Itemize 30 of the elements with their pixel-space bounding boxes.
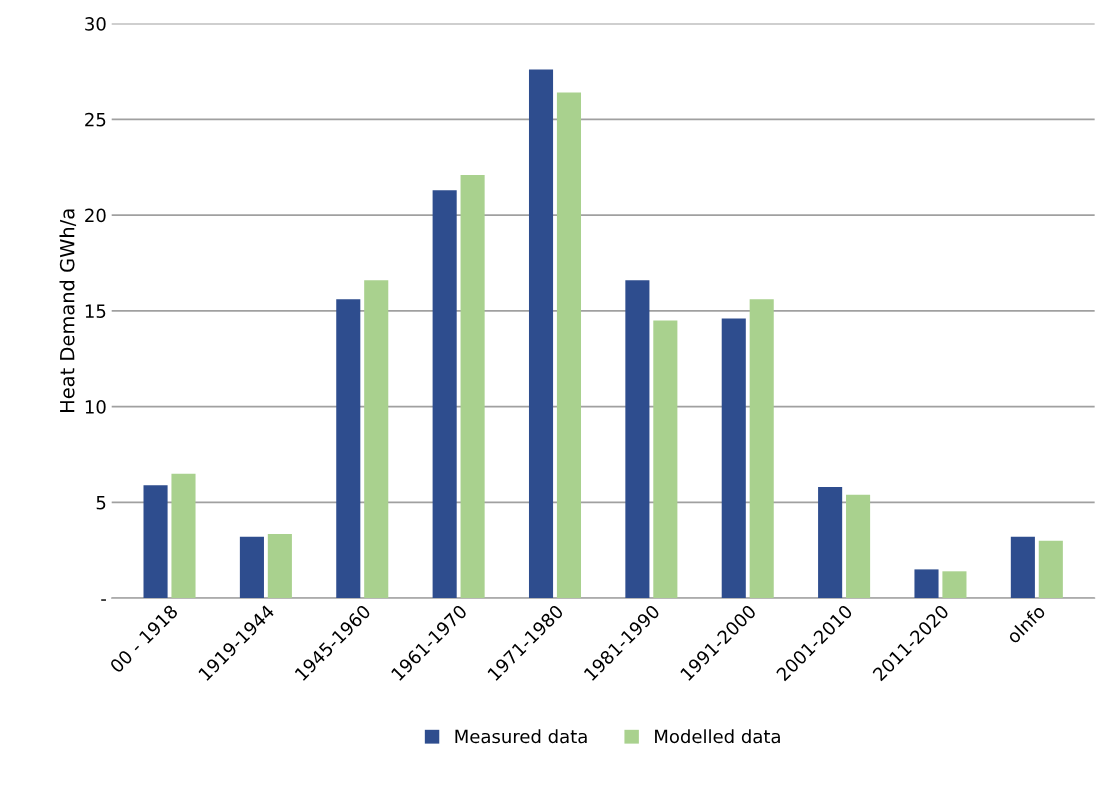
bar xyxy=(143,485,168,599)
bar xyxy=(1038,540,1063,599)
y-tick-label: 25 xyxy=(85,112,106,127)
bar xyxy=(749,299,774,599)
bar xyxy=(336,299,361,599)
y-tick-label: 15 xyxy=(85,304,106,318)
y-axis-title: Heat Demand GWh/a xyxy=(59,209,77,412)
bar xyxy=(721,318,746,599)
bar xyxy=(239,536,264,599)
bar xyxy=(653,320,678,599)
bar xyxy=(432,190,457,599)
y-tick-label: - xyxy=(101,599,106,601)
legend-label: Modelled data xyxy=(655,729,780,744)
y-tick-label: 5 xyxy=(96,496,106,510)
bar xyxy=(846,494,871,599)
bar xyxy=(364,280,389,599)
y-tick-label: 10 xyxy=(85,400,106,414)
bar xyxy=(625,280,650,599)
bar xyxy=(460,174,485,599)
bar xyxy=(1010,536,1035,599)
bar xyxy=(818,487,843,599)
bar xyxy=(267,533,292,599)
bar xyxy=(171,473,196,599)
bar xyxy=(942,571,967,599)
bar xyxy=(528,69,554,599)
bar xyxy=(556,92,582,599)
legend-label: Measured data xyxy=(455,729,587,744)
y-tick-label: 20 xyxy=(85,208,106,223)
y-tick-label: 30 xyxy=(85,17,106,31)
bar xyxy=(914,569,939,599)
